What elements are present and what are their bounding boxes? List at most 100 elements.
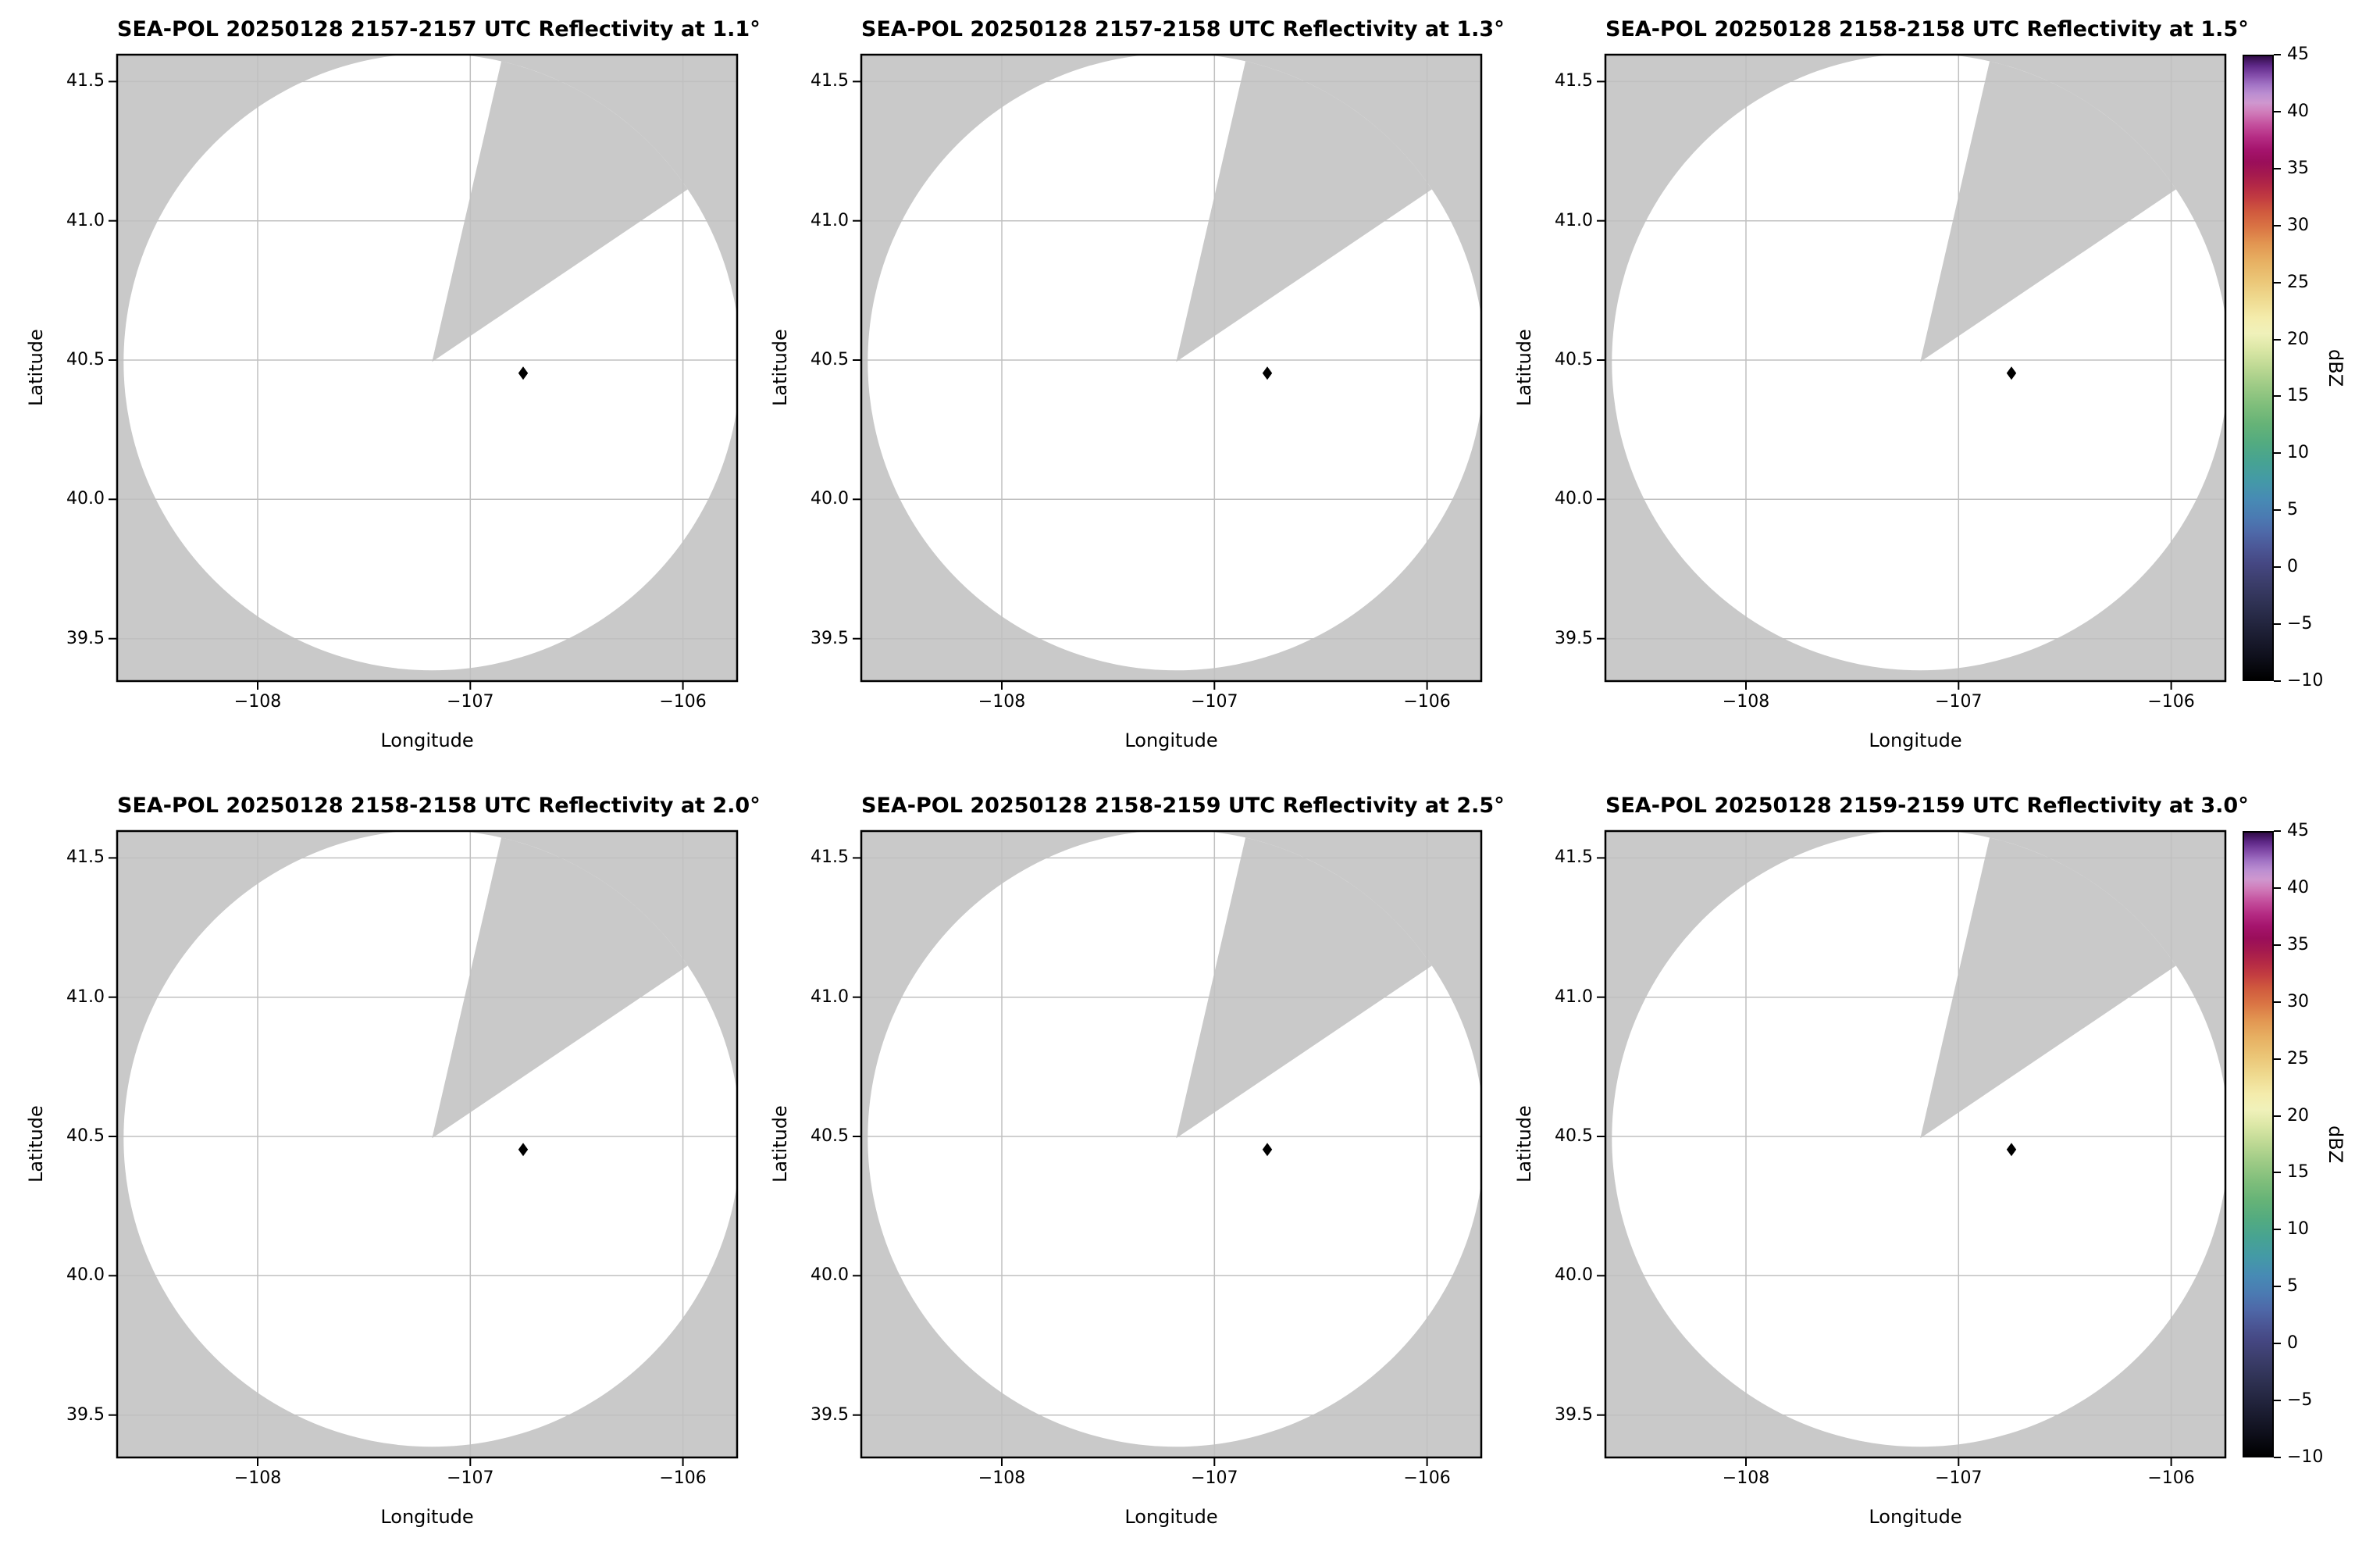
plot-title: SEA-POL 20250128 2157-2158 UTC Reflectiv… bbox=[861, 17, 1505, 41]
radar-ppi-map bbox=[109, 829, 739, 1466]
colorbar-tick-label: 30 bbox=[2287, 991, 2309, 1011]
colorbar-tick-label: 15 bbox=[2287, 386, 2309, 406]
x-tick-label: −108 bbox=[978, 1468, 1026, 1488]
y-tick-label: 41.0 bbox=[811, 211, 849, 230]
colorbar-tick-mark bbox=[2274, 1001, 2281, 1003]
y-tick-label: 41.0 bbox=[1555, 211, 1593, 230]
plot-frame bbox=[860, 829, 1483, 1459]
y-tick-label: 39.5 bbox=[66, 1405, 105, 1425]
radar-ppi-map bbox=[109, 53, 739, 690]
plot-frame bbox=[1604, 53, 2227, 683]
plot-title: SEA-POL 20250128 2159-2159 UTC Reflectiv… bbox=[1605, 794, 2249, 818]
colorbar-tick-label: 20 bbox=[2287, 1105, 2309, 1126]
colorbar-tick-mark bbox=[2274, 887, 2281, 889]
y-tick-label: 40.5 bbox=[811, 350, 849, 369]
colorbar-tick-mark bbox=[2274, 1400, 2281, 1402]
x-tick-label: −106 bbox=[659, 692, 707, 712]
figure-canvas: { "figure": { "colors": { "fig-bg": "#ff… bbox=[25, 16, 2346, 1528]
colorbar-row-1 bbox=[2243, 55, 2274, 681]
x-tick-label: −108 bbox=[978, 692, 1026, 712]
x-tick-label: −106 bbox=[659, 1468, 707, 1488]
colorbar-tick-label: 35 bbox=[2287, 934, 2309, 954]
colorbar-row-2 bbox=[2243, 831, 2274, 1457]
x-tick-label: −106 bbox=[2147, 692, 2195, 712]
x-axis-label: Longitude bbox=[380, 1506, 474, 1528]
colorbar-tick-label: −5 bbox=[2287, 1390, 2313, 1411]
plot-title: SEA-POL 20250128 2158-2158 UTC Reflectiv… bbox=[117, 794, 761, 818]
colorbar-tick-label: 45 bbox=[2287, 821, 2309, 840]
missing-data-wedge bbox=[432, 837, 688, 1139]
colorbar-tick-label: 35 bbox=[2287, 158, 2309, 178]
colorbar-tick-label: 45 bbox=[2287, 45, 2309, 64]
x-tick-label: −107 bbox=[447, 692, 494, 712]
colorbar-tick-mark bbox=[2274, 680, 2281, 682]
colorbar-tick-mark bbox=[2274, 1343, 2281, 1345]
y-tick-label: 40.0 bbox=[66, 1265, 105, 1285]
colorbar-tick-label: 30 bbox=[2287, 215, 2309, 235]
colorbar-tick-mark bbox=[2274, 1457, 2281, 1458]
radar-ppi-map bbox=[1597, 829, 2227, 1466]
y-tick-label: 39.5 bbox=[66, 629, 105, 648]
x-axis-label: Longitude bbox=[1869, 730, 1962, 751]
y-tick-label: 41.5 bbox=[1555, 71, 1593, 91]
colorbar-tick-label: 40 bbox=[2287, 101, 2309, 121]
y-axis-label: Latitude bbox=[1513, 1105, 1535, 1183]
x-tick-label: −107 bbox=[1935, 1468, 1983, 1488]
colorbar-tick-mark bbox=[2274, 944, 2281, 946]
x-tick-label: −106 bbox=[1403, 692, 1451, 712]
plot-title: SEA-POL 20250128 2158-2158 UTC Reflectiv… bbox=[1605, 17, 2249, 41]
y-tick-label: 40.5 bbox=[66, 1126, 105, 1146]
radar-ppi-map bbox=[853, 829, 1483, 1466]
colorbar-tick-mark bbox=[2274, 566, 2281, 569]
y-axis-label: Latitude bbox=[769, 329, 791, 407]
y-axis-label: Latitude bbox=[25, 329, 47, 407]
radar-ppi-map bbox=[853, 53, 1483, 690]
axis-tick-marks bbox=[1597, 857, 2172, 1466]
colorbar-tick-mark bbox=[2274, 281, 2281, 284]
x-tick-label: −106 bbox=[1403, 1468, 1451, 1488]
x-axis-label: Longitude bbox=[1124, 730, 1218, 751]
y-tick-label: 41.5 bbox=[1555, 847, 1593, 867]
y-axis-label: Latitude bbox=[1513, 329, 1535, 407]
axis-tick-marks bbox=[853, 80, 1428, 690]
colorbar-tick-mark bbox=[2274, 1286, 2281, 1288]
colorbar-unit-label: dBZ bbox=[2325, 1125, 2346, 1164]
y-tick-label: 39.5 bbox=[811, 1405, 849, 1425]
y-tick-label: 41.0 bbox=[66, 987, 105, 1007]
colorbar-tick-mark bbox=[2274, 1172, 2281, 1174]
plot-frame bbox=[1604, 829, 2227, 1459]
subplot-2: SEA-POL 20250128 2157-2158 UTC Reflectiv… bbox=[768, 16, 1505, 783]
missing-data-wedge bbox=[1920, 61, 2176, 362]
grid-lines bbox=[861, 831, 1481, 1457]
colorbar-tick-label: 0 bbox=[2287, 1333, 2298, 1354]
colorbar-tick-label: 20 bbox=[2287, 329, 2309, 349]
x-tick-label: −108 bbox=[233, 692, 282, 712]
colorbar-tick-label: −10 bbox=[2287, 1447, 2324, 1467]
colorbar-tick-mark bbox=[2274, 1229, 2281, 1231]
subplot-4: SEA-POL 20250128 2158-2158 UTC Reflectiv… bbox=[23, 792, 761, 1559]
colorbar-tick-label: 25 bbox=[2287, 272, 2309, 292]
y-tick-label: 41.0 bbox=[1555, 987, 1593, 1007]
x-axis-label: Longitude bbox=[1124, 1506, 1218, 1528]
colorbar-tick-label: −10 bbox=[2287, 671, 2324, 690]
colorbar-tick-mark bbox=[2274, 395, 2281, 398]
y-tick-label: 39.5 bbox=[1555, 629, 1593, 648]
y-tick-label: 40.5 bbox=[1555, 350, 1593, 369]
y-tick-label: 41.5 bbox=[66, 847, 105, 867]
subplot-3: SEA-POL 20250128 2158-2158 UTC Reflectiv… bbox=[1512, 16, 2249, 783]
subplot-5: SEA-POL 20250128 2158-2159 UTC Reflectiv… bbox=[768, 792, 1505, 1559]
site-marker-icon bbox=[518, 1143, 529, 1157]
grid-lines bbox=[117, 831, 737, 1457]
plot-frame bbox=[116, 53, 739, 683]
y-tick-label: 40.0 bbox=[1555, 489, 1593, 508]
colorbar-tick-mark bbox=[2274, 830, 2281, 832]
colorbar-tick-label: 40 bbox=[2287, 877, 2309, 897]
axis-tick-marks bbox=[109, 857, 684, 1466]
y-tick-label: 41.5 bbox=[811, 71, 849, 91]
x-tick-label: −107 bbox=[1191, 1468, 1238, 1488]
y-tick-label: 40.0 bbox=[66, 489, 105, 508]
site-marker-icon bbox=[1262, 1143, 1273, 1157]
x-tick-label: −107 bbox=[1191, 692, 1238, 712]
x-tick-label: −108 bbox=[1722, 692, 1770, 712]
x-tick-label: −106 bbox=[2147, 1468, 2195, 1488]
